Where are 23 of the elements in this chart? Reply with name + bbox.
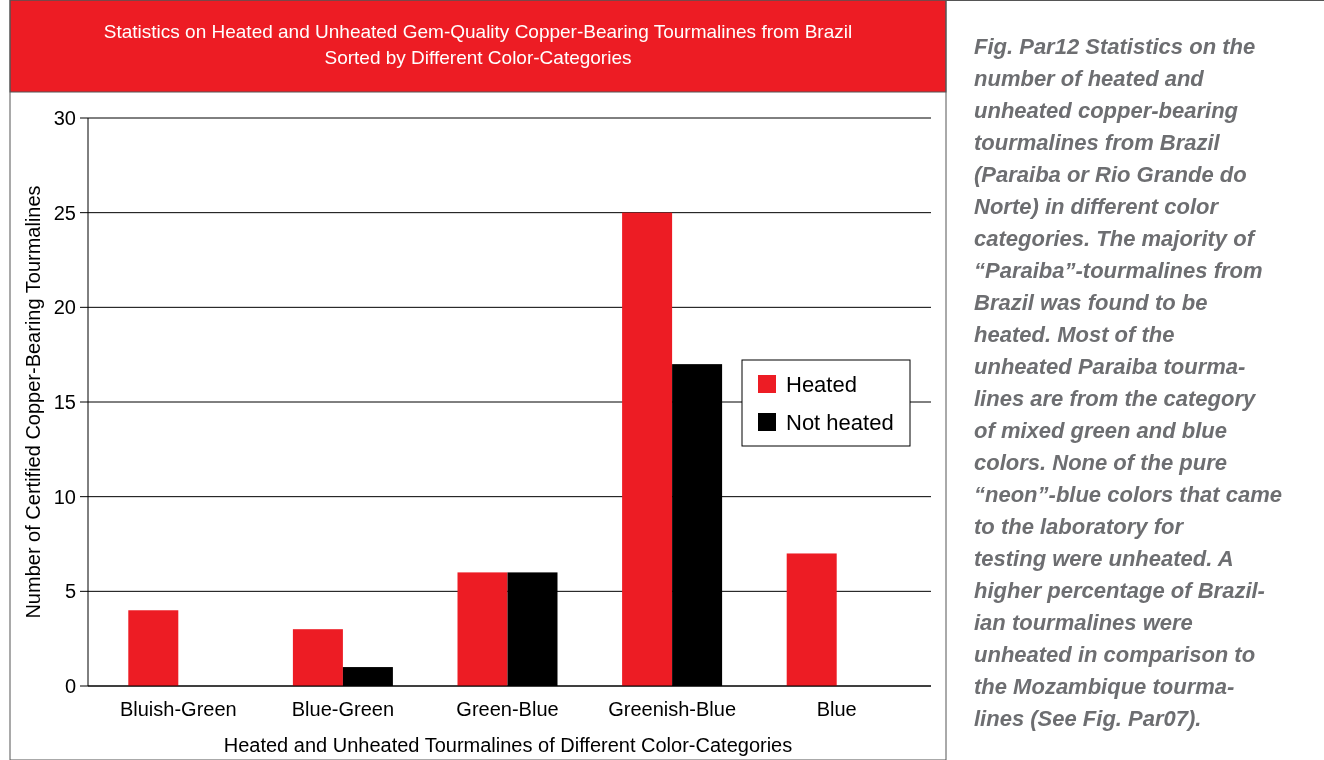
x-axis-title: Heated and Unheated Tourmalines of Different Color-Categories bbox=[223, 734, 793, 756]
x-tick-label: Greenish-Blue bbox=[608, 698, 737, 720]
x-tick-label: Blue-Green bbox=[291, 698, 395, 720]
y-tick-label: 20 bbox=[53, 296, 76, 319]
y-tick-label: 25 bbox=[53, 201, 76, 224]
x-tick-label: Green-Blue bbox=[456, 698, 559, 720]
x-tick-label: Blue bbox=[816, 698, 857, 720]
bar bbox=[292, 629, 343, 686]
legend-label: Not heated bbox=[786, 409, 894, 435]
y-axis-title: Number of Certified Copper-Bearing Tourmalines bbox=[22, 185, 44, 619]
y-tick-label: 30 bbox=[53, 107, 76, 129]
y-tick-label: 5 bbox=[64, 580, 76, 603]
bar bbox=[622, 212, 673, 686]
bar bbox=[457, 572, 508, 686]
y-tick-label: 15 bbox=[53, 391, 76, 413]
y-tick-label: 0 bbox=[64, 675, 76, 697]
chart-title: Statistics on Heated and Unheated Gem-Quality Copper-Bearing Tourmalines from Brazil Sorted by Different Color-Categories bbox=[103, 21, 853, 68]
x-tick-label: Bluish-Green bbox=[119, 698, 237, 720]
bar bbox=[128, 610, 179, 686]
text: Fig. Par12 Statistics on the number of heated and unheated copper-bearing tourmalines from Brazil (Paraiba or Rio Grande do Norte) in different color categories. The majority of “Paraiba”-tourmalines from Brazil was found to be heated. Most of the unheated Paraiba tourma- lines are from the category of mixed green and blue colors. None of the pure “neon”-blue colors that came to the laboratory for testing were unheated. A higher percentage of Brazil- ian tourmalines were unheated in comparison to the Mozambique tourma- lines (See Fig. Par07). bbox=[974, 34, 1283, 731]
bar bbox=[786, 553, 837, 686]
legend-label: Heated bbox=[786, 371, 857, 397]
y-tick-label: 10 bbox=[53, 485, 76, 508]
